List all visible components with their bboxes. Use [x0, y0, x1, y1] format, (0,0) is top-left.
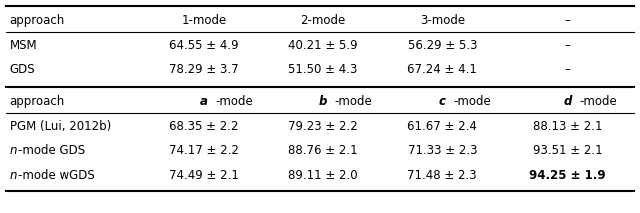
Text: 88.76 ± 2.1: 88.76 ± 2.1: [289, 144, 358, 157]
Text: a: a: [200, 95, 208, 108]
Text: PGM (Lui, 2012b): PGM (Lui, 2012b): [10, 120, 111, 133]
Text: –: –: [565, 63, 571, 76]
Text: 68.35 ± 2.2: 68.35 ± 2.2: [169, 120, 239, 133]
Text: -mode: -mode: [454, 95, 492, 108]
Text: 89.11 ± 2.0: 89.11 ± 2.0: [289, 169, 358, 182]
Text: 40.21 ± 5.9: 40.21 ± 5.9: [289, 39, 358, 52]
Text: 79.23 ± 2.2: 79.23 ± 2.2: [288, 120, 358, 133]
Text: d: d: [564, 95, 572, 108]
Text: b: b: [319, 95, 327, 108]
Text: -mode GDS: -mode GDS: [18, 144, 85, 157]
Text: 61.67 ± 2.4: 61.67 ± 2.4: [408, 120, 477, 133]
Text: 67.24 ± 4.1: 67.24 ± 4.1: [408, 63, 477, 76]
Text: 2-mode: 2-mode: [301, 14, 346, 27]
Text: c: c: [439, 95, 446, 108]
Text: 93.51 ± 2.1: 93.51 ± 2.1: [533, 144, 602, 157]
Text: 88.13 ± 2.1: 88.13 ± 2.1: [533, 120, 602, 133]
Text: 74.17 ± 2.2: 74.17 ± 2.2: [169, 144, 239, 157]
Text: -mode: -mode: [216, 95, 253, 108]
Text: MSM: MSM: [10, 39, 37, 52]
Text: approach: approach: [10, 14, 65, 27]
Text: -mode wGDS: -mode wGDS: [18, 169, 95, 182]
Text: –: –: [565, 14, 571, 27]
Text: 71.33 ± 2.3: 71.33 ± 2.3: [408, 144, 477, 157]
Text: 56.29 ± 5.3: 56.29 ± 5.3: [408, 39, 477, 52]
Text: –: –: [565, 39, 571, 52]
Text: GDS: GDS: [10, 63, 35, 76]
Text: 78.29 ± 3.7: 78.29 ± 3.7: [169, 63, 239, 76]
Text: 74.49 ± 2.1: 74.49 ± 2.1: [169, 169, 239, 182]
Text: 1-mode: 1-mode: [181, 14, 227, 27]
Text: n: n: [10, 169, 17, 182]
Text: n: n: [10, 144, 17, 157]
Text: 3-mode: 3-mode: [420, 14, 465, 27]
Text: approach: approach: [10, 95, 65, 108]
Text: 71.48 ± 2.3: 71.48 ± 2.3: [408, 169, 477, 182]
Text: 51.50 ± 4.3: 51.50 ± 4.3: [289, 63, 358, 76]
Text: -mode: -mode: [579, 95, 617, 108]
Text: 94.25 ± 1.9: 94.25 ± 1.9: [529, 169, 606, 182]
Text: -mode: -mode: [335, 95, 372, 108]
Text: 64.55 ± 4.9: 64.55 ± 4.9: [169, 39, 239, 52]
